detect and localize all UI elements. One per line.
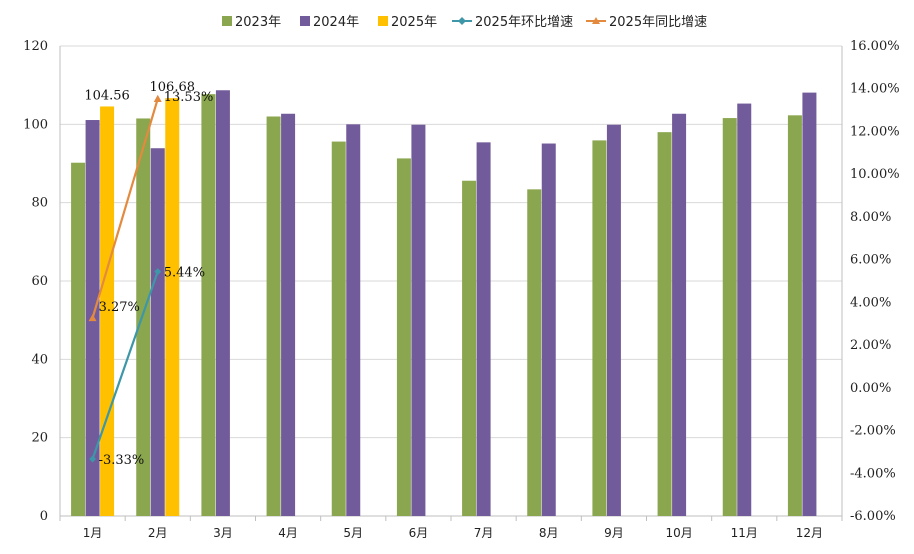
x-tick-label: 1月 bbox=[83, 526, 103, 540]
legend-swatch bbox=[378, 16, 388, 26]
legend-label: 2024年 bbox=[313, 15, 359, 30]
legend-swatch bbox=[222, 16, 232, 26]
y2-tick-label: 0.00% bbox=[850, 381, 891, 396]
x-tick-label: 2月 bbox=[148, 526, 168, 540]
y-tick-label: 100 bbox=[23, 117, 48, 132]
bar bbox=[787, 115, 802, 516]
x-tick-label: 8月 bbox=[539, 526, 559, 540]
y2-tick-label: -2.00% bbox=[850, 424, 896, 439]
y2-tick-label: -6.00% bbox=[850, 509, 896, 524]
bar bbox=[150, 148, 165, 516]
series-line bbox=[91, 271, 159, 460]
series-line bbox=[91, 98, 159, 319]
x-tick-label: 12月 bbox=[796, 526, 823, 540]
line-data-label: 13.53% bbox=[164, 90, 214, 105]
legend-label: 2023年 bbox=[235, 15, 281, 30]
bar bbox=[281, 113, 296, 516]
y-tick-label: 40 bbox=[31, 352, 48, 367]
legend-label: 2025年 bbox=[391, 15, 437, 30]
y-tick-label: 20 bbox=[31, 431, 48, 446]
x-tick-label: 9月 bbox=[604, 526, 624, 540]
bar bbox=[215, 90, 230, 516]
bar bbox=[136, 118, 151, 516]
legend-label: 2025年环比增速 bbox=[475, 15, 573, 30]
line-data-label: 5.44% bbox=[164, 266, 205, 281]
x-tick-label: 10月 bbox=[665, 526, 692, 540]
bar-data-label: 104.56 bbox=[84, 88, 130, 103]
bar bbox=[527, 189, 542, 516]
bar bbox=[802, 92, 817, 516]
y-tick-label: 0 bbox=[40, 509, 48, 524]
y2-tick-label: 8.00% bbox=[850, 210, 891, 225]
bar bbox=[476, 142, 491, 516]
line-data-label: 3.27% bbox=[99, 300, 140, 315]
bar bbox=[657, 132, 672, 516]
line-point bbox=[154, 268, 162, 276]
y2-tick-label: 14.00% bbox=[850, 82, 900, 97]
x-tick-label: 11月 bbox=[731, 526, 758, 540]
bar-data-label: 106.68 bbox=[150, 80, 196, 95]
bar bbox=[606, 124, 621, 516]
bar bbox=[266, 116, 281, 516]
legend-marker bbox=[458, 17, 466, 25]
line-point bbox=[89, 455, 97, 463]
bar bbox=[541, 143, 556, 516]
bar bbox=[462, 180, 477, 516]
legend-marker bbox=[592, 17, 600, 24]
bar bbox=[592, 140, 607, 516]
bar bbox=[165, 98, 180, 517]
line-data-label: -3.33% bbox=[99, 453, 145, 468]
y2-tick-label: -4.00% bbox=[850, 466, 896, 481]
y2-tick-label: 10.00% bbox=[850, 167, 900, 182]
bar bbox=[722, 118, 737, 517]
y2-tick-label: 6.00% bbox=[850, 253, 891, 268]
y-tick-label: 80 bbox=[31, 196, 48, 211]
bar bbox=[672, 113, 687, 516]
y-tick-label: 60 bbox=[31, 274, 48, 289]
bar bbox=[201, 94, 216, 517]
bar bbox=[396, 158, 411, 517]
y2-tick-label: 4.00% bbox=[850, 295, 891, 310]
x-tick-label: 5月 bbox=[343, 526, 363, 540]
y2-tick-label: 16.00% bbox=[850, 39, 900, 54]
x-tick-label: 7月 bbox=[474, 526, 494, 540]
line-point bbox=[88, 313, 97, 322]
x-tick-label: 3月 bbox=[213, 526, 233, 540]
bar bbox=[71, 162, 86, 516]
bar bbox=[331, 141, 346, 517]
x-tick-label: 4月 bbox=[278, 526, 298, 540]
line-point bbox=[153, 94, 162, 102]
legend-swatch bbox=[300, 16, 310, 26]
y2-tick-label: 12.00% bbox=[850, 124, 900, 139]
bar bbox=[737, 103, 752, 516]
bar bbox=[411, 124, 426, 516]
bar bbox=[346, 124, 361, 516]
y2-tick-label: 2.00% bbox=[850, 338, 891, 353]
bar bbox=[100, 106, 115, 517]
legend-label: 2025年同比增速 bbox=[609, 15, 707, 30]
y-tick-label: 120 bbox=[23, 39, 48, 54]
x-tick-label: 6月 bbox=[409, 526, 429, 540]
